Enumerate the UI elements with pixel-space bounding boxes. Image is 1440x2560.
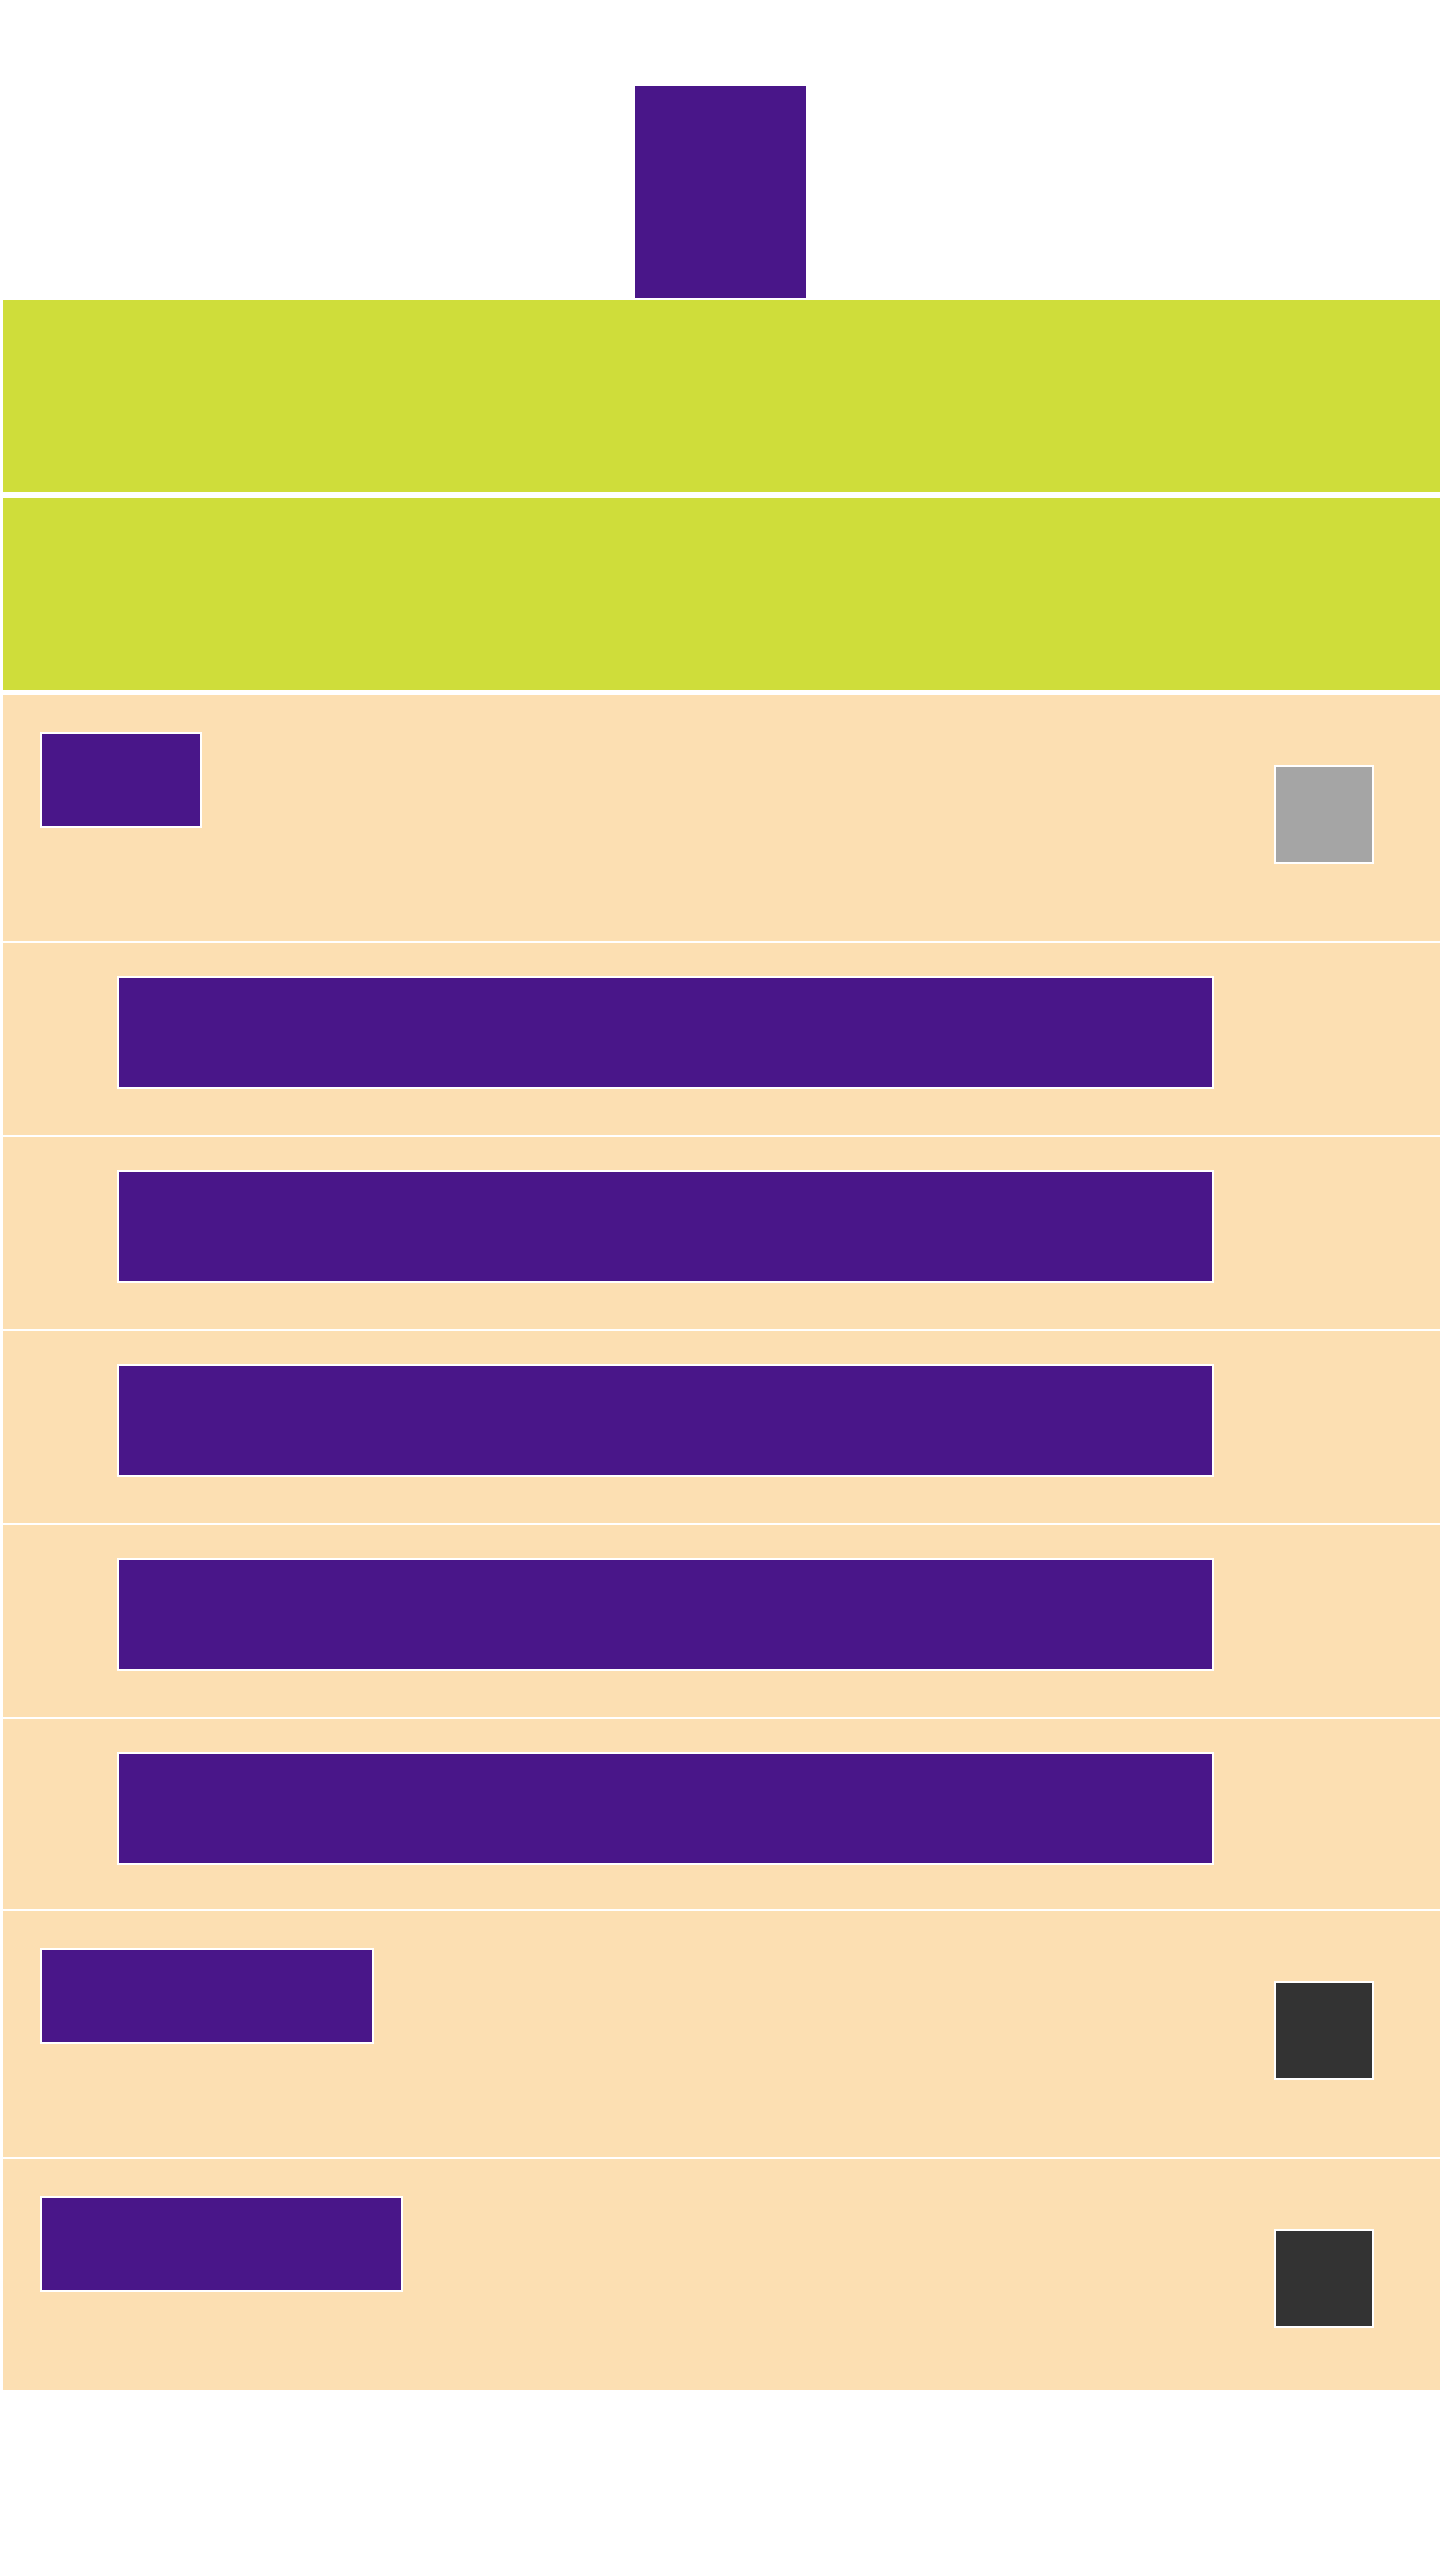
settings-row-toggle[interactable] xyxy=(3,2159,1440,2390)
toggle-switch-on[interactable] xyxy=(1274,1981,1374,2080)
setting-label-placeholder xyxy=(40,1948,374,2044)
settings-row-child[interactable] xyxy=(3,1331,1440,1523)
child-option-placeholder[interactable] xyxy=(117,1752,1214,1865)
toggle-switch-on[interactable] xyxy=(1274,2229,1374,2328)
settings-row-child[interactable] xyxy=(3,1719,1440,1909)
app-logo-icon xyxy=(635,86,806,298)
settings-row-child[interactable] xyxy=(3,943,1440,1135)
settings-row-child[interactable] xyxy=(3,1137,1440,1329)
setting-label-placeholder xyxy=(40,732,202,828)
banner-top xyxy=(3,300,1440,492)
settings-row-child[interactable] xyxy=(3,1525,1440,1717)
setting-label-placeholder xyxy=(40,2196,403,2292)
toggle-switch-off[interactable] xyxy=(1274,765,1374,864)
child-option-placeholder[interactable] xyxy=(117,1364,1214,1477)
settings-row-toggle[interactable] xyxy=(3,695,1440,941)
child-option-placeholder[interactable] xyxy=(117,976,1214,1089)
settings-list xyxy=(3,695,1440,2390)
child-option-placeholder[interactable] xyxy=(117,1558,1214,1671)
banner-bottom xyxy=(3,498,1440,690)
child-option-placeholder[interactable] xyxy=(117,1170,1214,1283)
settings-row-toggle[interactable] xyxy=(3,1911,1440,2157)
